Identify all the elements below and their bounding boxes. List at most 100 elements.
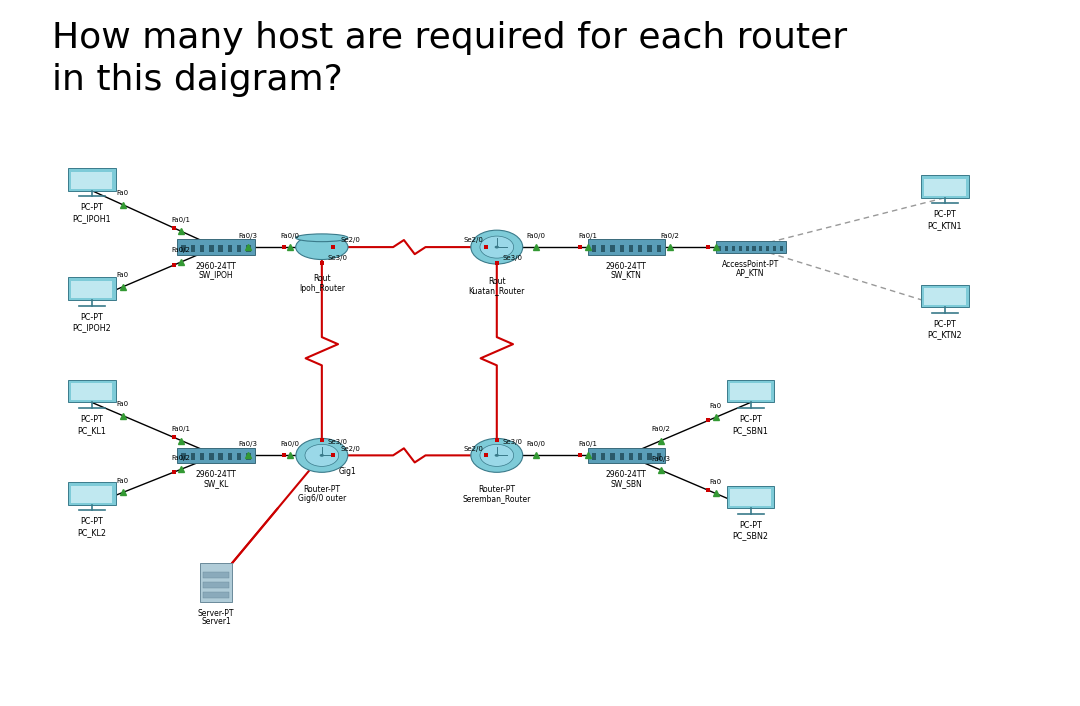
Bar bbox=[191, 453, 195, 460]
Bar bbox=[588, 448, 665, 463]
Text: Fa0/0: Fa0/0 bbox=[526, 233, 545, 239]
Bar bbox=[228, 245, 232, 252]
Text: PC_KL2: PC_KL2 bbox=[78, 528, 106, 537]
Bar bbox=[725, 246, 728, 251]
Bar bbox=[71, 172, 112, 189]
Text: Fa0/2: Fa0/2 bbox=[651, 426, 671, 432]
Text: PC_SBN1: PC_SBN1 bbox=[732, 426, 769, 435]
Bar bbox=[638, 245, 643, 252]
Text: Fa0: Fa0 bbox=[117, 478, 129, 484]
Bar bbox=[200, 453, 204, 460]
Text: SW_SBN: SW_SBN bbox=[610, 479, 643, 488]
Circle shape bbox=[495, 454, 499, 457]
Bar bbox=[727, 486, 774, 508]
Bar bbox=[71, 383, 112, 400]
Text: AccessPoint-PT: AccessPoint-PT bbox=[721, 260, 780, 269]
Bar bbox=[181, 453, 186, 460]
Circle shape bbox=[305, 444, 339, 467]
Text: Fa0/1: Fa0/1 bbox=[578, 441, 597, 447]
Bar bbox=[237, 453, 241, 460]
Text: Rout: Rout bbox=[488, 277, 505, 286]
Bar bbox=[228, 453, 232, 460]
Bar bbox=[620, 453, 624, 460]
Bar bbox=[177, 448, 255, 463]
Text: Rout: Rout bbox=[313, 274, 330, 282]
Bar bbox=[620, 245, 624, 252]
Bar bbox=[210, 245, 214, 252]
Text: PC-PT: PC-PT bbox=[80, 517, 104, 527]
Text: PC-PT: PC-PT bbox=[739, 521, 762, 530]
Text: Fa0/3: Fa0/3 bbox=[239, 441, 257, 447]
Bar bbox=[203, 582, 229, 587]
Bar bbox=[246, 453, 251, 460]
Text: Se2/0: Se2/0 bbox=[340, 446, 360, 452]
Bar bbox=[730, 489, 771, 506]
Text: 2960-24TT: 2960-24TT bbox=[606, 262, 647, 271]
Bar bbox=[638, 453, 643, 460]
Bar bbox=[753, 246, 756, 251]
Bar bbox=[68, 168, 116, 191]
Text: 2960-24TT: 2960-24TT bbox=[606, 470, 647, 479]
Text: Se2/0: Se2/0 bbox=[464, 446, 484, 452]
Text: SW_KTN: SW_KTN bbox=[611, 270, 642, 280]
Bar bbox=[732, 246, 735, 251]
Text: Ipoh_Router: Ipoh_Router bbox=[299, 284, 345, 292]
Bar bbox=[715, 241, 786, 253]
Text: How many host are required for each router
in this daigram?: How many host are required for each rout… bbox=[52, 21, 847, 97]
Text: SW_KL: SW_KL bbox=[203, 479, 229, 488]
Bar bbox=[68, 277, 116, 300]
Text: Fa0/2: Fa0/2 bbox=[172, 455, 191, 461]
Ellipse shape bbox=[296, 234, 348, 241]
Bar bbox=[177, 239, 255, 255]
Bar bbox=[759, 246, 762, 251]
Bar bbox=[718, 246, 721, 251]
Circle shape bbox=[296, 438, 348, 472]
Bar bbox=[68, 482, 116, 505]
Text: Server1: Server1 bbox=[201, 617, 231, 626]
Bar bbox=[218, 245, 222, 252]
Circle shape bbox=[495, 246, 499, 249]
Text: Fa0/1: Fa0/1 bbox=[172, 426, 191, 432]
Text: Server-PT: Server-PT bbox=[198, 609, 234, 618]
Bar bbox=[739, 246, 742, 251]
Ellipse shape bbox=[296, 234, 348, 260]
Text: PC-PT: PC-PT bbox=[80, 203, 104, 213]
Bar bbox=[924, 288, 966, 305]
Text: PC_KL1: PC_KL1 bbox=[78, 426, 106, 435]
Bar bbox=[218, 453, 222, 460]
Bar bbox=[203, 572, 229, 578]
Text: Seremban_Router: Seremban_Router bbox=[462, 494, 531, 503]
Text: PC-PT: PC-PT bbox=[739, 415, 762, 424]
Text: Se2/0: Se2/0 bbox=[340, 237, 360, 243]
Bar bbox=[181, 245, 186, 252]
Bar bbox=[921, 175, 969, 198]
Text: Fa0: Fa0 bbox=[710, 403, 721, 409]
Bar bbox=[68, 380, 116, 402]
Text: Fa0: Fa0 bbox=[117, 401, 129, 407]
Text: PC_KTN1: PC_KTN1 bbox=[928, 221, 962, 230]
Bar bbox=[730, 383, 771, 400]
Text: AP_KTN: AP_KTN bbox=[737, 268, 765, 277]
Bar bbox=[237, 245, 241, 252]
Bar bbox=[588, 239, 665, 255]
Text: Se3/0: Se3/0 bbox=[327, 439, 348, 445]
Bar bbox=[727, 380, 774, 402]
Bar bbox=[610, 453, 615, 460]
Bar bbox=[647, 245, 651, 252]
Bar bbox=[191, 245, 195, 252]
Text: Se3/0: Se3/0 bbox=[502, 256, 523, 261]
Bar bbox=[246, 245, 251, 252]
Text: Fa0: Fa0 bbox=[117, 273, 129, 278]
Text: PC-PT: PC-PT bbox=[80, 313, 104, 322]
Bar bbox=[657, 453, 661, 460]
Bar bbox=[203, 592, 229, 597]
Bar bbox=[647, 453, 651, 460]
Text: 2960-24TT: 2960-24TT bbox=[195, 262, 237, 271]
Text: 2960-24TT: 2960-24TT bbox=[195, 470, 237, 479]
Text: Fa0/1: Fa0/1 bbox=[578, 233, 597, 239]
Text: Fa0/2: Fa0/2 bbox=[661, 233, 679, 239]
Bar bbox=[602, 453, 606, 460]
Text: Router-PT: Router-PT bbox=[303, 485, 340, 494]
Bar bbox=[924, 179, 966, 196]
Bar bbox=[657, 245, 661, 252]
